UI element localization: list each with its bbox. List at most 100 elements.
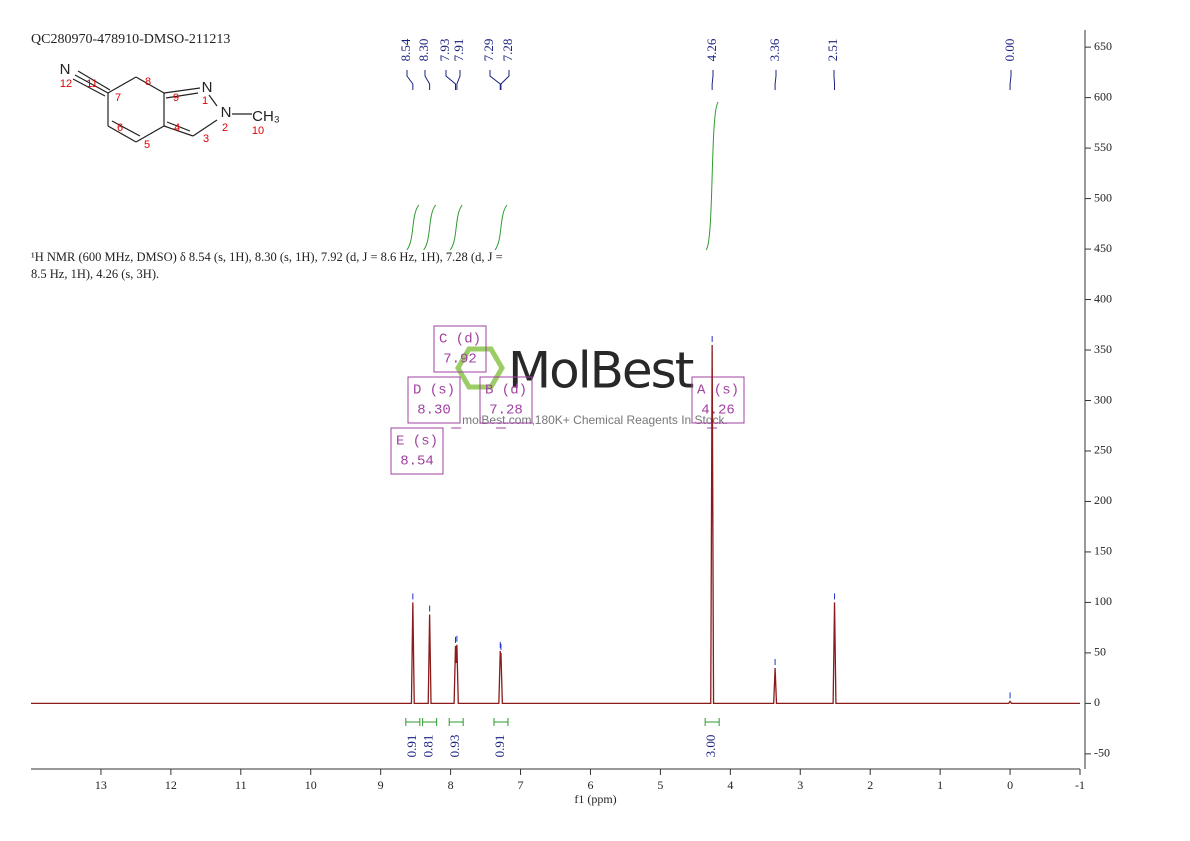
multiplet-shift: 8.54 xyxy=(400,454,434,470)
peak-label-leader xyxy=(406,70,414,90)
x-axis-label: f1 (ppm) xyxy=(574,792,616,806)
integral-bracket xyxy=(704,718,720,726)
multiplet-name: D (s) xyxy=(413,383,455,399)
integral-bracket xyxy=(493,718,509,726)
peak-label: 7.29 xyxy=(481,39,496,62)
x-tick-label: 3 xyxy=(797,778,803,792)
x-tick-label: 2 xyxy=(867,778,873,792)
y-tick-label: 250 xyxy=(1094,443,1112,457)
peak-label: 7.93 xyxy=(437,39,452,62)
peak-label-leader xyxy=(424,70,431,90)
atom-label: 12 xyxy=(60,78,72,90)
atom-label: 7 xyxy=(115,92,121,104)
integral-label: 0.93 xyxy=(447,735,462,758)
peak-label: 7.28 xyxy=(500,39,515,62)
nmr-description: ¹H NMR (600 MHz, DMSO) δ 8.54 (s, 1H), 8… xyxy=(31,250,503,264)
atom-label: CH₃ xyxy=(252,108,280,125)
x-tick-label: 12 xyxy=(165,778,177,792)
multiplet-name: B (d) xyxy=(485,383,527,399)
x-tick-label: 10 xyxy=(305,778,317,792)
y-tick-label: 500 xyxy=(1094,190,1112,204)
integral-curve xyxy=(449,204,463,251)
atom-label: 9 xyxy=(173,92,179,104)
y-tick-label: 300 xyxy=(1094,392,1112,406)
integral-curve xyxy=(406,204,420,251)
multiplet-box xyxy=(479,376,533,424)
integral-label: 0.91 xyxy=(492,735,507,758)
multiplet-box xyxy=(433,325,487,373)
y-tick-label: 600 xyxy=(1094,89,1112,103)
atom-label: N xyxy=(202,79,213,96)
x-tick-label: 1 xyxy=(937,778,943,792)
peak-label-leader xyxy=(711,70,714,90)
peak-label-leader xyxy=(456,70,461,90)
peak-label-leader xyxy=(1009,70,1012,90)
x-tick-label: 4 xyxy=(727,778,733,792)
integral-label: 0.91 xyxy=(404,735,419,758)
integral-label: 0.81 xyxy=(421,735,436,758)
x-tick-label: 5 xyxy=(657,778,663,792)
atom-label: 1 xyxy=(202,95,208,107)
watermark-tagline: molBest.com,180K+ Chemical Reagents In S… xyxy=(462,413,728,427)
peak-label-leader xyxy=(833,70,836,90)
y-tick-label: 100 xyxy=(1094,594,1112,608)
integral-label: 3.00 xyxy=(703,735,718,758)
multiplet-shift: 8.30 xyxy=(417,403,451,419)
multiplet-name: E (s) xyxy=(396,434,438,450)
y-tick-label: 650 xyxy=(1094,39,1112,53)
y-tick-label: 400 xyxy=(1094,291,1112,305)
integral-curve xyxy=(494,204,508,251)
y-tick-label: 200 xyxy=(1094,493,1112,507)
peak-label-leader xyxy=(489,70,501,90)
chart-title: QC280970-478910-DMSO-211213 xyxy=(31,32,230,47)
x-tick-label: 9 xyxy=(378,778,384,792)
integral-bracket xyxy=(405,718,421,726)
atom-label: 3 xyxy=(203,133,209,145)
atom-label: 4 xyxy=(174,122,180,134)
multiplet-box xyxy=(407,376,461,424)
x-tick-label: 8 xyxy=(448,778,454,792)
peak-label: 4.26 xyxy=(704,38,719,61)
multiplet-shift: 4.26 xyxy=(701,403,735,419)
x-tick-label: 11 xyxy=(235,778,247,792)
spectrum-line xyxy=(31,344,1080,705)
watermark-logo xyxy=(455,346,505,390)
integral-curve xyxy=(423,204,437,251)
atom-label: 5 xyxy=(144,139,150,151)
multiplet-shift: 7.28 xyxy=(489,403,523,419)
watermark-brand: MolBest xyxy=(508,342,694,400)
peak-label: 0.00 xyxy=(1002,39,1017,62)
peak-label-leader xyxy=(500,70,510,90)
multiplet-name: A (s) xyxy=(697,383,739,399)
peak-label-leader xyxy=(774,70,777,90)
y-tick-label: 0 xyxy=(1094,695,1100,709)
peak-label: 3.36 xyxy=(767,38,782,61)
y-tick-label: -50 xyxy=(1094,746,1110,760)
y-tick-label: 50 xyxy=(1094,645,1106,659)
y-tick-label: 450 xyxy=(1094,241,1112,255)
x-tick-label: -1 xyxy=(1075,778,1085,792)
peak-label: 2.51 xyxy=(825,39,840,62)
x-tick-label: 7 xyxy=(518,778,524,792)
atom-label: 2 xyxy=(222,122,228,134)
integral-curve xyxy=(705,101,719,251)
atom-label: N xyxy=(60,61,71,78)
atom-label: 11 xyxy=(86,78,97,90)
multiplet-shift: 7.92 xyxy=(443,352,477,368)
peak-label-leader xyxy=(445,70,456,90)
y-tick-label: 550 xyxy=(1094,140,1112,154)
multiplet-box xyxy=(691,376,745,424)
y-tick-label: 150 xyxy=(1094,544,1112,558)
structure-bonds xyxy=(72,70,252,143)
peak-label: 8.30 xyxy=(416,39,431,62)
atom-label: N xyxy=(221,104,232,121)
x-tick-label: 0 xyxy=(1007,778,1013,792)
atom-label: 6 xyxy=(117,122,123,134)
integral-bracket xyxy=(422,718,438,726)
nmr-description: 8.5 Hz, 1H), 4.26 (s, 3H). xyxy=(31,267,159,281)
x-tick-label: 13 xyxy=(95,778,107,792)
peak-label: 7.91 xyxy=(451,39,466,62)
atom-label: 10 xyxy=(252,125,264,137)
peak-label: 8.54 xyxy=(398,38,413,61)
